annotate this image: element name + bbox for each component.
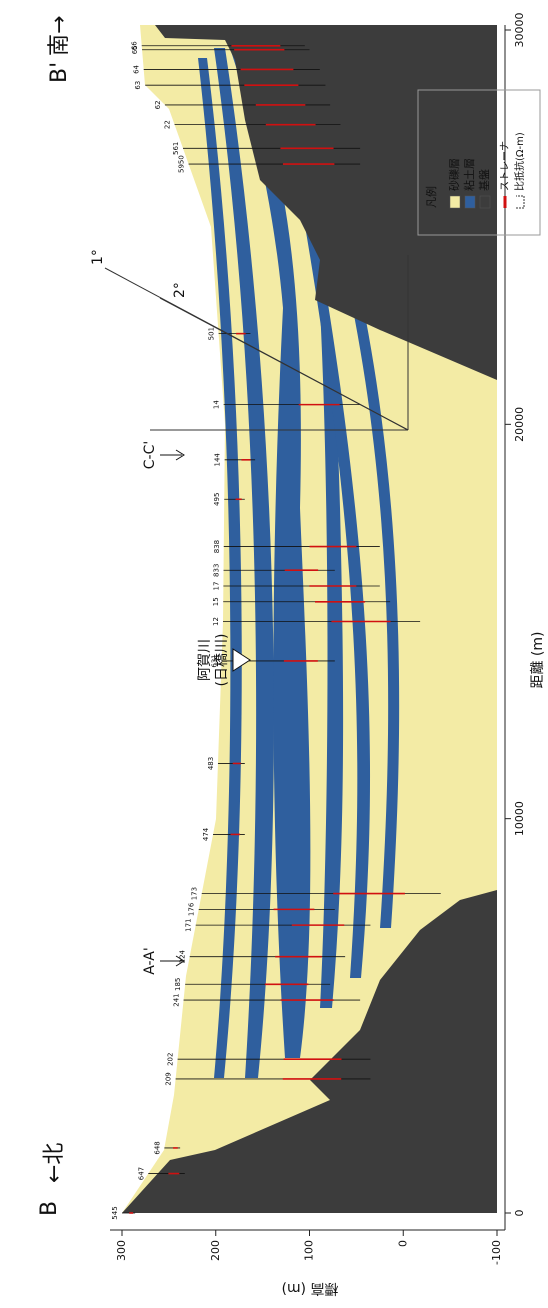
- well-label: 647: [137, 1167, 145, 1180]
- well-label: 495: [213, 493, 221, 506]
- well-label: 15: [212, 597, 220, 606]
- legend-label: 比抵抗(Ω-m): [513, 132, 526, 191]
- y-tick-label: 300: [115, 1240, 128, 1261]
- section-marker: C-C': [142, 441, 158, 469]
- well-label: 838: [213, 540, 221, 553]
- legend-label: 基盤: [478, 169, 491, 191]
- y-tick-label: 0: [396, 1240, 409, 1247]
- well-label: 501: [208, 327, 216, 340]
- legend-resistivity-symbol: [516, 196, 524, 208]
- legend-title: 凡例: [424, 186, 438, 208]
- slope-label: 1°: [90, 249, 106, 265]
- well-label: 171: [185, 918, 193, 931]
- well-label: 545: [111, 1206, 119, 1219]
- well-label: 63: [134, 81, 142, 90]
- well-label: 64: [133, 64, 141, 73]
- well-label: 202: [167, 1053, 175, 1066]
- well-label: 483: [207, 757, 215, 770]
- well-label: 22: [164, 120, 172, 129]
- section-end-label: B: [37, 1201, 62, 1216]
- direction-label: 南→: [47, 16, 72, 56]
- x-tick-label: 20000: [513, 407, 526, 442]
- y-axis-label: 標高 (m): [281, 1280, 338, 1297]
- well-label: 144: [214, 453, 222, 467]
- slope-label: 2°: [172, 282, 188, 298]
- y-tick-label: 200: [209, 1240, 222, 1261]
- x-axis-label: 距離 (m): [529, 631, 546, 688]
- well-label: 173: [191, 887, 199, 900]
- x-tick-label: 30000: [513, 13, 526, 48]
- y-tick-label: 100: [303, 1240, 316, 1261]
- well-label: 66: [131, 41, 139, 50]
- y-tick-label: -100: [490, 1240, 503, 1265]
- well-label: 833: [213, 564, 221, 577]
- legend-label: 砂礫層: [447, 158, 461, 191]
- marker-arrow: [160, 450, 184, 460]
- well-label: 14: [213, 400, 221, 409]
- well-label: 241: [173, 993, 181, 1006]
- figure: 5456476482092022411852241711761734744836…: [0, 0, 548, 1308]
- cross-section: 5456476482092022411852241711761734744836…: [37, 13, 546, 1298]
- legend-swatch: [465, 196, 475, 208]
- section-end-label: B': [47, 62, 72, 83]
- legend-swatch: [450, 196, 460, 208]
- well-label: 474: [202, 827, 210, 841]
- well-label: 209: [165, 1072, 173, 1085]
- legend-label: 粘土層: [462, 158, 476, 191]
- well-label: 176: [188, 902, 196, 916]
- x-tick-label: 10000: [513, 801, 526, 836]
- direction-label: ←北: [42, 1143, 67, 1183]
- legend-label: ストレーナ: [499, 141, 511, 191]
- well-label: 62: [154, 100, 162, 109]
- well-label: 5950: [178, 155, 186, 173]
- well-label: 648: [153, 1141, 161, 1154]
- legend-swatch: [480, 196, 490, 208]
- well-label: 185: [174, 978, 182, 991]
- river-label: 阿賀川: [197, 639, 213, 681]
- well-label: 12: [212, 617, 220, 626]
- river-label: (日橋川): [214, 634, 230, 687]
- well-label: 561: [172, 142, 180, 155]
- well-label: 17: [212, 582, 220, 591]
- section-marker: A-A': [142, 947, 158, 974]
- x-tick-label: 0: [513, 1210, 526, 1217]
